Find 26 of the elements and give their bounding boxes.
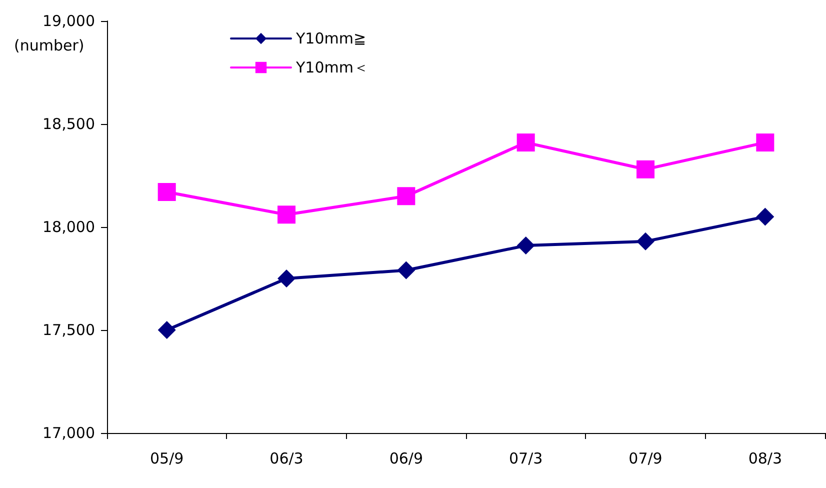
x-tick-label: 06/9: [389, 450, 424, 468]
x-tick-label: 07/3: [508, 450, 543, 468]
legend-label: Y10mm≧: [295, 30, 366, 48]
point: [756, 208, 774, 226]
point: [158, 182, 176, 201]
y-tick-label: 19,000: [42, 12, 95, 30]
point: [756, 134, 774, 152]
point: [636, 232, 654, 250]
point: [516, 236, 535, 255]
point: [278, 206, 296, 224]
point: [278, 270, 296, 288]
y-tick-label: 18,000: [42, 218, 95, 236]
x-tick-label: 07/9: [628, 450, 662, 468]
y-axis-title: (number): [14, 36, 84, 54]
y-tick-label: 18,500: [42, 115, 95, 133]
y-tick-label: 17,000: [42, 424, 95, 442]
point: [636, 160, 654, 178]
y-tick-label: 17,500: [42, 321, 95, 339]
point: [516, 134, 535, 152]
x-tick-label: 08/3: [748, 450, 782, 468]
point: [397, 187, 416, 206]
x-tick-label: 05/9: [150, 450, 184, 468]
point: [397, 261, 416, 280]
point: [158, 321, 176, 339]
x-tick-label: 06/3: [270, 450, 304, 468]
legend-label: Y10mm＜: [295, 58, 368, 76]
